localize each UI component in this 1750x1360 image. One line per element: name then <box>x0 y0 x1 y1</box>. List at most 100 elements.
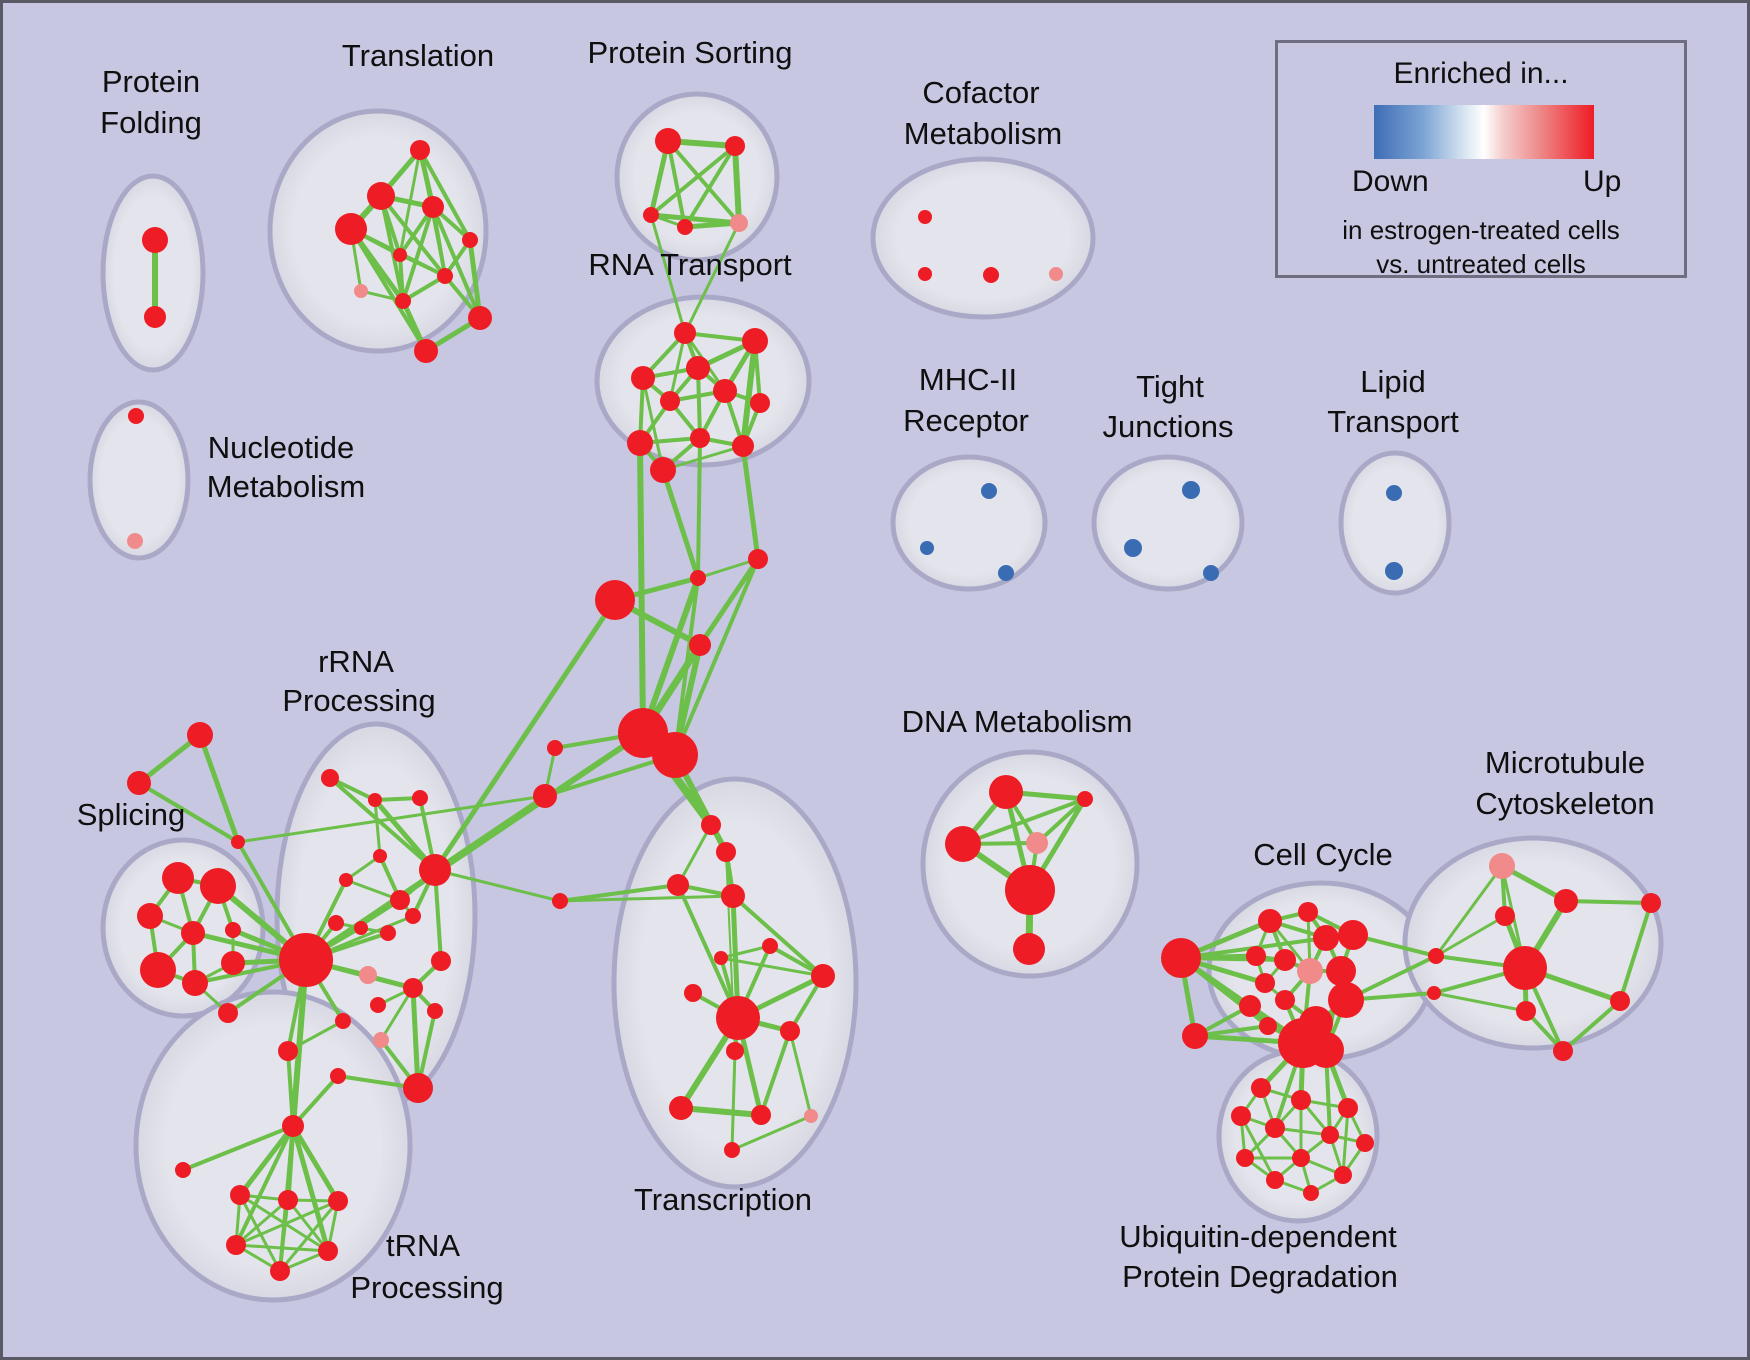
network-node-cc3 <box>1313 925 1339 951</box>
network-node-co4 <box>1049 267 1063 281</box>
legend-up-label: Up <box>1583 165 1622 198</box>
network-node-cc7 <box>1297 958 1323 984</box>
cluster-label: Junctions <box>1103 409 1234 444</box>
network-node-rr19 <box>278 1041 298 1061</box>
cluster-label: Cofactor <box>922 75 1039 110</box>
cluster-label: Tight <box>1136 369 1204 404</box>
network-node-rt5 <box>660 391 680 411</box>
network-node-xp <box>804 1109 818 1123</box>
network-node-ub6 <box>1321 1126 1339 1144</box>
network-node-rt9 <box>690 428 710 448</box>
network-edge <box>234 1124 295 1247</box>
network-node-cc10 <box>1275 990 1295 1010</box>
network-node-bm2 <box>1427 986 1441 1000</box>
network-edge <box>379 986 415 1042</box>
network-node-cc12 <box>1259 1017 1277 1035</box>
network-edge <box>666 139 687 229</box>
network-edge <box>719 944 772 960</box>
network-node-sp9 <box>218 1003 238 1023</box>
network-node-rt6 <box>713 379 737 403</box>
network-node-lt2 <box>1385 562 1403 580</box>
cluster-label: Processing <box>282 683 435 718</box>
cluster-label: Ubiquitin-dependent <box>1119 1219 1397 1254</box>
network-node-sp7 <box>182 970 208 996</box>
network-node-tr11 <box>414 339 438 363</box>
network-node-sp3 <box>137 903 163 929</box>
network-node-rr18 <box>373 1032 389 1048</box>
network-node-tj2 <box>1124 539 1142 557</box>
network-node-tn4 <box>328 1191 348 1211</box>
network-node-xq <box>724 1142 740 1158</box>
network-node-ps4 <box>677 219 693 235</box>
cluster-label: Transport <box>1327 404 1459 439</box>
network-node-cc6 <box>1274 949 1296 971</box>
network-edge <box>286 1019 345 1053</box>
cluster-label: Metabolism <box>207 469 366 504</box>
network-node-ps2 <box>725 136 745 156</box>
network-node-xj <box>780 1021 800 1041</box>
network-node-tr6 <box>393 248 407 262</box>
network-node-mtb <box>1503 946 1547 990</box>
network-edge <box>398 253 447 278</box>
network-node-tr3 <box>335 213 367 245</box>
cluster-label: RNA Transport <box>588 247 792 282</box>
cluster-label: Cell Cycle <box>1253 837 1393 872</box>
network-node-rr17 <box>335 1013 351 1029</box>
network-edge <box>676 823 713 887</box>
cluster-label: Splicing <box>77 797 186 832</box>
network-node-rt1 <box>674 322 696 344</box>
network-edge <box>237 1123 296 1198</box>
network-edge <box>1561 999 1622 1053</box>
network-edge <box>731 894 825 978</box>
network-node-xe <box>714 951 728 965</box>
network-node-rt10 <box>732 435 754 457</box>
network-svg: Protein Folding Translation Protein Sorting… <box>77 35 1664 1305</box>
network-node-ub11 <box>1334 1166 1352 1184</box>
network-node-xi <box>716 996 760 1040</box>
network-node-cx4 <box>689 634 711 656</box>
network-node-mh1 <box>981 483 997 499</box>
network-edge <box>467 237 483 321</box>
network-node-tn5 <box>226 1235 246 1255</box>
network-node-rr1 <box>321 769 339 787</box>
network-edge <box>234 1199 340 1247</box>
network-node-tj1 <box>1182 481 1200 499</box>
network-edge <box>238 1193 282 1273</box>
cluster-ellipse-translation <box>267 108 489 354</box>
network-node-tn7 <box>270 1261 290 1281</box>
cluster-label: Nucleotide <box>208 430 354 465</box>
network-node-dm5 <box>1005 865 1055 915</box>
network-node-co3 <box>983 267 999 283</box>
network-edge <box>373 798 382 858</box>
network-node-dm3 <box>945 826 981 862</box>
network-node-rt11 <box>650 457 676 483</box>
network-edge <box>278 1199 340 1273</box>
network-edge <box>649 213 687 335</box>
network-node-cc13 <box>1328 982 1364 1018</box>
network-edge <box>649 144 737 217</box>
network-node-sp4 <box>181 921 205 945</box>
network-node-sp6 <box>140 952 176 988</box>
network-node-tn0 <box>282 1115 304 1137</box>
cluster-label: Receptor <box>903 403 1029 438</box>
network-node-ub10 <box>1266 1171 1284 1189</box>
network-edge <box>1564 899 1653 905</box>
network-node-hub2 <box>652 732 698 778</box>
network-node-tn3 <box>278 1190 298 1210</box>
network-node-rt2 <box>742 328 768 354</box>
legend-subtitle-2: vs. untreated cells <box>1376 249 1586 279</box>
network-node-rr4 <box>373 849 387 863</box>
network-node-tr4 <box>422 196 444 218</box>
network-edge <box>673 557 760 757</box>
network-node-mt7 <box>1641 893 1661 913</box>
network-node-xb <box>716 842 736 862</box>
network-node-mt5 <box>1516 1001 1536 1021</box>
network-node-sp2 <box>200 868 236 904</box>
legend-title: Enriched in... <box>1393 57 1569 90</box>
network-edge <box>759 1029 792 1117</box>
network-node-rr2 <box>368 793 382 807</box>
network-node-nm2 <box>127 533 143 549</box>
network-node-rt3 <box>686 356 710 380</box>
network-node-xk <box>726 1042 744 1060</box>
cluster-label: MHC-II <box>919 362 1017 397</box>
